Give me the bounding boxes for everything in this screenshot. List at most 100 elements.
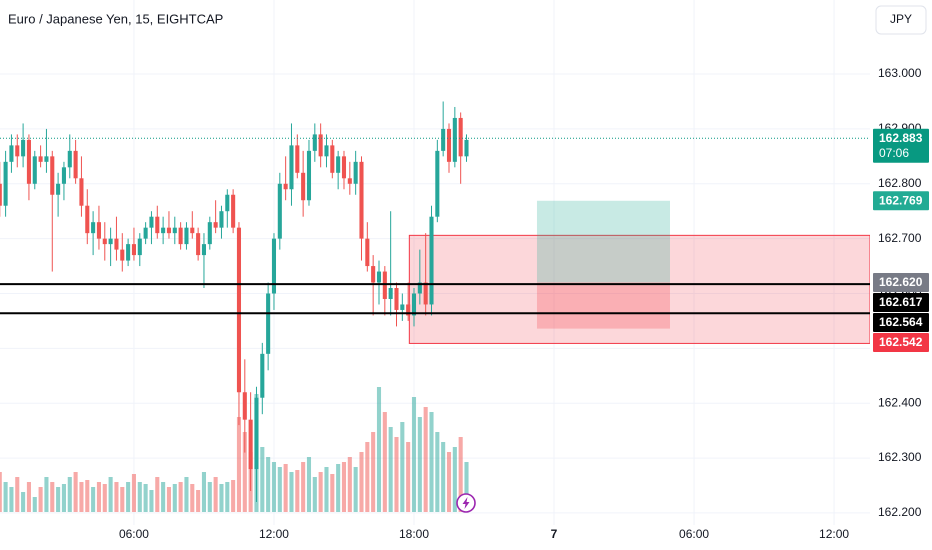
candle-body	[441, 128, 446, 151]
volume-bar	[108, 477, 113, 512]
volume-bar	[184, 477, 189, 512]
y-tick-label: 162.300	[878, 450, 922, 464]
currency-label[interactable]: JPY	[890, 12, 912, 26]
volume-bar	[91, 487, 96, 512]
volume-bar	[213, 477, 218, 512]
volume-bar	[266, 457, 271, 512]
candle-body	[56, 183, 61, 195]
volume-bar	[271, 462, 277, 512]
volume-bar	[50, 482, 55, 512]
candle-body	[417, 282, 422, 294]
candle-body	[236, 227, 242, 393]
candle-body	[312, 134, 317, 151]
volume-bar	[38, 487, 43, 512]
x-tick-label: 7	[551, 527, 558, 541]
volume-bar	[336, 464, 341, 512]
position-zone	[536, 200, 671, 283]
volume-bar	[166, 487, 172, 512]
price-label: 162.542	[879, 335, 923, 349]
y-tick-label: 163.000	[878, 66, 922, 80]
countdown-label: 07:06	[879, 146, 909, 160]
volume	[0, 387, 469, 512]
volume-bar	[458, 437, 463, 512]
volume-bar	[196, 490, 201, 512]
volume-bar	[0, 472, 2, 512]
candle-body	[143, 227, 148, 239]
x-tick-label: 06:00	[679, 527, 709, 541]
candle-body	[371, 266, 376, 283]
volume-bar	[318, 472, 323, 512]
volume-bar	[446, 452, 452, 512]
price-label: 162.617	[879, 295, 923, 309]
candle-body	[382, 271, 387, 299]
price-label-bg	[873, 313, 929, 333]
candle-body	[21, 139, 26, 157]
alert-icon-bolt	[462, 497, 470, 509]
x-tick-label: 12:00	[259, 527, 289, 541]
candle-body	[73, 150, 78, 179]
position-zone	[536, 282, 671, 329]
volume-bar	[96, 482, 101, 512]
price-label-bg	[873, 333, 929, 353]
candle-body	[201, 244, 207, 256]
volume-bar	[441, 442, 446, 512]
volume-bar	[3, 482, 8, 512]
candle-body	[271, 238, 277, 294]
volume-bar	[423, 407, 428, 512]
volume-bar	[388, 427, 393, 512]
candle-body	[458, 117, 463, 157]
candle-body	[85, 205, 90, 234]
volume-bar	[126, 482, 131, 512]
candle-body	[376, 271, 382, 283]
volume-bar	[120, 487, 125, 512]
candle-body	[44, 156, 49, 162]
volume-bar	[277, 467, 282, 512]
candle-body	[0, 183, 2, 206]
price-label: 162.769	[879, 193, 923, 207]
candle-body	[231, 194, 236, 228]
volume-bar	[301, 462, 306, 512]
candle-body	[277, 183, 282, 239]
volume-bar	[26, 482, 31, 512]
candle-body	[365, 238, 370, 267]
candle-body	[260, 353, 265, 398]
price-label-bg	[873, 128, 929, 163]
candle-body	[394, 288, 399, 310]
volume-bar	[161, 482, 166, 512]
candle-body	[184, 227, 189, 245]
candle-body	[324, 145, 329, 157]
candle-body	[400, 304, 405, 310]
volume-bar	[15, 477, 20, 512]
candle-body	[178, 227, 183, 245]
candle-body	[91, 222, 96, 234]
price-label: 162.620	[879, 275, 923, 289]
volume-bar	[429, 412, 434, 512]
candle-body	[38, 156, 43, 162]
candle-body	[155, 216, 160, 234]
candle-body	[242, 392, 247, 420]
candle-body	[435, 150, 440, 217]
candle-body	[15, 145, 20, 157]
volume-bar	[73, 472, 78, 512]
volume-bar	[452, 447, 457, 512]
candle-body	[50, 156, 55, 195]
candle-body	[318, 134, 323, 157]
candle-body	[108, 238, 113, 245]
volume-bar	[312, 477, 317, 512]
currency-button[interactable]	[875, 5, 927, 35]
volume-bar	[341, 462, 347, 512]
volume-bar	[359, 452, 364, 512]
candle-body	[225, 194, 230, 212]
candle-body	[149, 216, 154, 228]
candle-body	[172, 227, 177, 234]
candle-body	[219, 211, 224, 228]
volume-bar	[178, 482, 183, 512]
volume-bar	[306, 457, 312, 512]
lines	[0, 137, 870, 315]
candle-body	[464, 139, 469, 157]
candle-body	[213, 222, 218, 228]
volume-bar	[155, 477, 160, 512]
volume-bar	[44, 477, 49, 512]
